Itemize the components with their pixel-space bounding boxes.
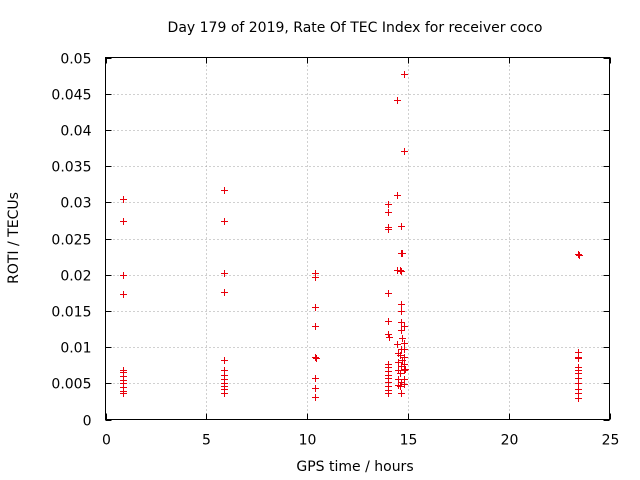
data-point bbox=[221, 218, 228, 225]
x-tick-label: 25 bbox=[602, 433, 620, 449]
data-point bbox=[395, 376, 402, 383]
data-point bbox=[398, 223, 405, 230]
data-point bbox=[401, 381, 408, 388]
plot-frame bbox=[105, 57, 610, 420]
y-tick-label: 0 bbox=[83, 414, 92, 430]
data-point bbox=[575, 355, 582, 362]
data-point bbox=[385, 331, 392, 338]
data-point bbox=[221, 289, 228, 296]
data-point bbox=[401, 367, 408, 374]
data-point bbox=[120, 291, 127, 298]
y-tick-label: 0.045 bbox=[51, 88, 91, 104]
data-point bbox=[312, 323, 319, 330]
y-tick-label: 0.035 bbox=[51, 160, 91, 176]
y-tick-label: 0.01 bbox=[60, 341, 91, 357]
y-tick-labels: 0 0.005 0.01 0.015 0.02 0.025 0.03 0.035 0.04 0.0… bbox=[51, 52, 91, 430]
x-tick-label: 15 bbox=[400, 433, 418, 449]
data-point bbox=[397, 267, 404, 274]
data-point bbox=[385, 390, 392, 397]
y-tick-label: 0.03 bbox=[60, 196, 91, 212]
data-point bbox=[394, 341, 401, 348]
data-point bbox=[385, 318, 392, 325]
data-point bbox=[221, 187, 228, 194]
data-point bbox=[399, 335, 406, 342]
data-point bbox=[401, 361, 408, 368]
x-axis-title: GPS time / hours bbox=[296, 459, 413, 475]
data-point bbox=[120, 390, 127, 397]
data-point bbox=[575, 395, 582, 402]
y-tick-label: 0.04 bbox=[60, 124, 91, 140]
data-point bbox=[398, 301, 405, 308]
data-point bbox=[221, 270, 228, 277]
x-tick-label: 0 bbox=[102, 433, 111, 449]
data-point bbox=[401, 71, 408, 78]
data-point bbox=[120, 272, 127, 279]
data-point bbox=[385, 209, 392, 216]
x-tick-label: 10 bbox=[299, 433, 317, 449]
data-points bbox=[120, 71, 583, 402]
data-point bbox=[398, 319, 405, 326]
data-point bbox=[120, 218, 127, 225]
data-point bbox=[221, 357, 228, 364]
data-point bbox=[385, 290, 392, 297]
data-point bbox=[385, 226, 392, 233]
data-point bbox=[397, 352, 404, 359]
x-tick-labels: 0 5 10 15 20 25 bbox=[102, 433, 619, 449]
data-point bbox=[312, 304, 319, 311]
data-point bbox=[312, 274, 319, 281]
data-point bbox=[397, 383, 404, 390]
data-point bbox=[312, 354, 319, 361]
data-point bbox=[402, 366, 409, 373]
axis-ticks bbox=[105, 57, 611, 421]
data-point bbox=[398, 327, 405, 334]
grid-lines bbox=[105, 57, 610, 420]
data-point bbox=[221, 390, 228, 397]
data-point bbox=[401, 148, 408, 155]
x-tick-label: 5 bbox=[202, 433, 211, 449]
data-point bbox=[401, 340, 408, 347]
y-axis-title: ROTI / TECUs bbox=[6, 192, 22, 284]
data-point bbox=[397, 370, 404, 377]
y-tick-label: 0.025 bbox=[51, 233, 91, 249]
data-point bbox=[312, 394, 319, 401]
chart-title: Day 179 of 2019, Rate Of TEC Index for r… bbox=[168, 20, 543, 36]
data-point bbox=[313, 355, 320, 362]
data-point bbox=[120, 196, 127, 203]
data-point bbox=[394, 192, 401, 199]
data-point bbox=[394, 97, 401, 104]
y-tick-label: 0.05 bbox=[60, 52, 91, 68]
data-point bbox=[312, 385, 319, 392]
y-tick-label: 0.005 bbox=[51, 377, 91, 393]
data-point bbox=[575, 251, 582, 258]
data-point bbox=[401, 323, 408, 330]
data-point bbox=[575, 380, 582, 387]
x-tick-label: 20 bbox=[501, 433, 519, 449]
y-tick-label: 0.02 bbox=[60, 269, 91, 285]
data-point bbox=[386, 334, 393, 341]
data-point bbox=[398, 308, 405, 315]
data-point bbox=[385, 201, 392, 208]
data-point bbox=[401, 346, 408, 353]
data-point bbox=[395, 359, 402, 366]
data-point bbox=[399, 250, 406, 257]
y-tick-label: 0.015 bbox=[51, 305, 91, 321]
data-point bbox=[398, 390, 405, 397]
data-point bbox=[398, 268, 405, 275]
data-point bbox=[312, 375, 319, 382]
data-point bbox=[401, 354, 408, 361]
data-point bbox=[576, 252, 583, 259]
